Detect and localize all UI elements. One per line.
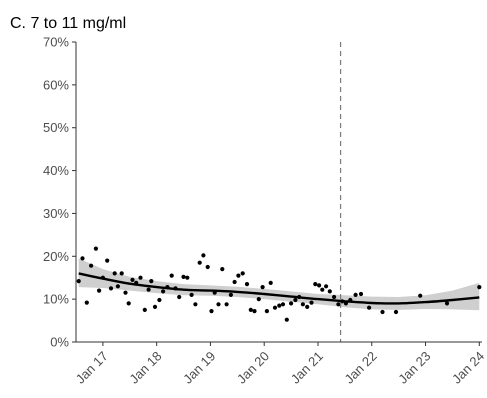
data-point: [305, 304, 310, 309]
data-point: [224, 302, 229, 307]
data-point: [358, 291, 364, 297]
y-tick-label: 20%: [43, 249, 69, 264]
y-tick-label: 50%: [43, 120, 69, 135]
data-point: [108, 286, 114, 291]
y-tick-label: 60%: [43, 77, 69, 92]
data-point: [393, 309, 399, 315]
data-point: [324, 284, 329, 289]
trend-line: [78, 272, 480, 305]
data-point: [177, 294, 182, 300]
data-point: [112, 271, 117, 276]
data-point: [277, 303, 282, 308]
data-point: [205, 264, 210, 270]
x-tick-label: Jan 23: [395, 348, 433, 386]
data-point: [418, 293, 423, 298]
data-point: [300, 302, 305, 307]
y-tick-label: 30%: [43, 206, 69, 221]
data-point: [146, 287, 151, 292]
y-tick-label: 0%: [50, 335, 69, 350]
data-point: [272, 305, 278, 310]
data-point: [313, 282, 318, 287]
data-point: [126, 301, 131, 306]
data-point: [152, 304, 158, 309]
data-point: [149, 279, 154, 284]
chart-title: C. 7 to 11 mg/ml: [10, 15, 126, 32]
data-point: [327, 289, 332, 294]
data-point: [477, 285, 482, 290]
trend-layer: [78, 272, 480, 305]
data-point: [293, 297, 298, 303]
data-point: [115, 284, 120, 289]
data-point: [256, 297, 261, 302]
data-point: [161, 289, 166, 294]
data-point: [209, 309, 214, 314]
data-point: [169, 273, 174, 278]
data-point: [260, 285, 265, 290]
data-point: [268, 280, 273, 285]
data-point: [367, 305, 372, 310]
data-point: [89, 263, 94, 268]
data-point: [264, 309, 269, 314]
data-point: [201, 253, 206, 258]
data-point: [280, 302, 286, 307]
data-point: [185, 275, 190, 280]
data-point: [80, 256, 85, 261]
confidence-band: [78, 258, 480, 311]
y-tick-label: 40%: [43, 163, 69, 178]
data-point: [380, 309, 385, 315]
data-point: [236, 273, 241, 278]
data-point: [123, 290, 128, 295]
data-point: [105, 258, 110, 263]
data-point: [228, 292, 233, 297]
x-tick-label: Jan 24: [449, 348, 487, 386]
x-tick-label: Jan 22: [341, 348, 379, 386]
x-tick-label: Jan 19: [180, 348, 218, 386]
data-point: [252, 309, 257, 314]
data-point: [130, 277, 135, 282]
data-point: [142, 307, 147, 312]
data-point: [193, 302, 198, 307]
data-point: [220, 267, 225, 272]
data-point: [289, 301, 294, 306]
data-point: [336, 302, 341, 307]
data-point: [119, 271, 124, 276]
confidence-band-layer: [78, 258, 480, 311]
x-tick-label: Jan 17: [73, 348, 111, 386]
data-point: [197, 260, 202, 265]
x-tick-label: Jan 20: [234, 348, 272, 386]
data-point: [444, 301, 450, 306]
data-point: [244, 282, 250, 287]
y-tick-label: 70%: [43, 35, 69, 50]
data-point: [157, 297, 162, 303]
data-point: [332, 294, 337, 300]
x-tick-label: Jan 21: [288, 348, 326, 386]
x-tick-label: Jan 18: [126, 348, 164, 386]
data-point: [216, 302, 221, 307]
data-point: [317, 283, 322, 288]
data-point: [93, 246, 98, 251]
data-point: [248, 307, 253, 312]
data-point: [240, 271, 245, 276]
data-point: [84, 300, 89, 305]
y-tick-label: 10%: [43, 292, 69, 307]
data-point: [76, 279, 81, 284]
data-point: [189, 292, 194, 297]
data-point: [284, 317, 289, 322]
data-point: [309, 300, 314, 305]
axes-layer: 0% 10% 20% 30% 40% 50% 60% 70% Jan 17 Jan 18 Jan 1…: [43, 35, 487, 387]
data-point: [353, 292, 358, 297]
data-point: [181, 274, 186, 279]
data-point: [97, 288, 102, 293]
data-point: [232, 279, 237, 285]
data-point: [320, 287, 325, 292]
data-point: [138, 275, 143, 280]
